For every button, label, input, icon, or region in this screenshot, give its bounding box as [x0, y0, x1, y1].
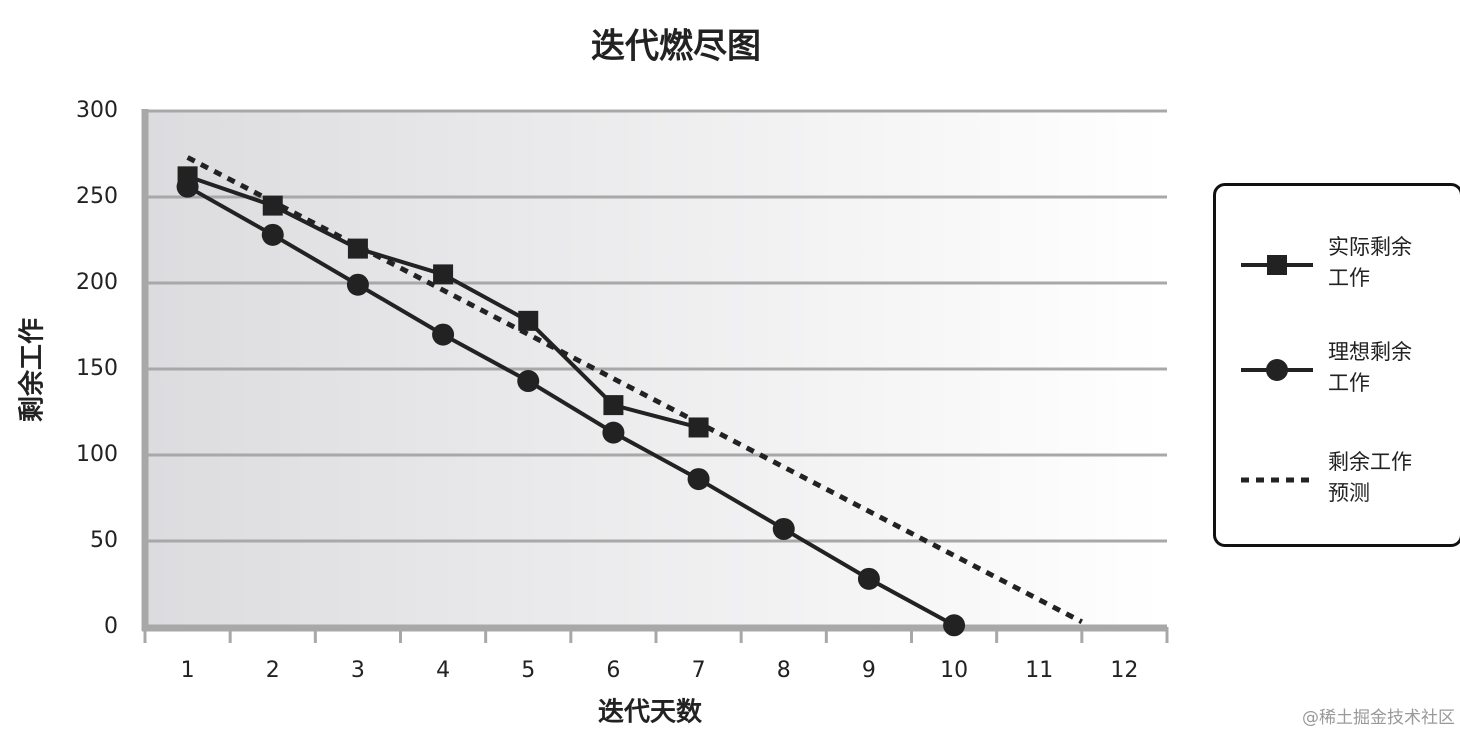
- y-axis-label: 剩余工作: [17, 318, 48, 422]
- data-point: [602, 421, 625, 444]
- y-tick-label: 50: [90, 528, 118, 553]
- legend-label: 实际剩余工作: [1328, 235, 1412, 290]
- data-point: [943, 614, 966, 637]
- data-point: [518, 310, 539, 331]
- data-point: [176, 175, 199, 198]
- data-point: [772, 517, 795, 540]
- x-tick-label: 1: [181, 658, 195, 683]
- x-tick-label: 11: [1025, 658, 1053, 683]
- y-tick-label: 200: [76, 270, 118, 295]
- y-tick-label: 300: [76, 98, 118, 123]
- y-tick-label: 0: [104, 614, 118, 639]
- data-point: [857, 567, 880, 590]
- data-point: [262, 195, 283, 216]
- x-tick-label: 2: [266, 658, 280, 683]
- x-axis-label: 迭代天数: [598, 698, 703, 728]
- data-point: [432, 323, 455, 346]
- legend-marker: [1266, 359, 1288, 381]
- series-line: [186, 155, 1083, 625]
- x-tick-label: 12: [1110, 658, 1138, 683]
- y-tick-label: 150: [76, 356, 118, 381]
- x-tick-label: 6: [606, 658, 620, 683]
- x-tick-label: 4: [436, 658, 450, 683]
- watermark: @稀土掘金技术社区: [1302, 708, 1455, 728]
- series-line: [186, 184, 956, 628]
- data-point: [603, 395, 624, 416]
- legend-label: 剩余工作预测: [1328, 450, 1412, 505]
- data-point: [687, 468, 710, 491]
- data-point: [261, 223, 284, 246]
- legend-symbols: [1241, 255, 1313, 483]
- x-tick-label: 7: [692, 658, 706, 683]
- x-tick-label: 8: [777, 658, 791, 683]
- legend-marker: [1267, 255, 1287, 275]
- data-point: [433, 264, 454, 285]
- legend-label: 理想剩余工作: [1328, 340, 1412, 395]
- x-tick-label: 9: [862, 658, 876, 683]
- y-tick-label: 250: [76, 184, 118, 209]
- y-tick-label: 100: [76, 442, 118, 467]
- chart-title: 迭代燃尽图: [591, 27, 761, 67]
- x-tick-label: 5: [521, 658, 535, 683]
- x-tick-label: 3: [351, 658, 365, 683]
- data-point: [346, 273, 369, 296]
- legend: 实际剩余工作 理想剩余工作 剩余工作预测: [1213, 183, 1460, 547]
- data-point: [517, 370, 540, 393]
- x-tick-label: 10: [940, 658, 968, 683]
